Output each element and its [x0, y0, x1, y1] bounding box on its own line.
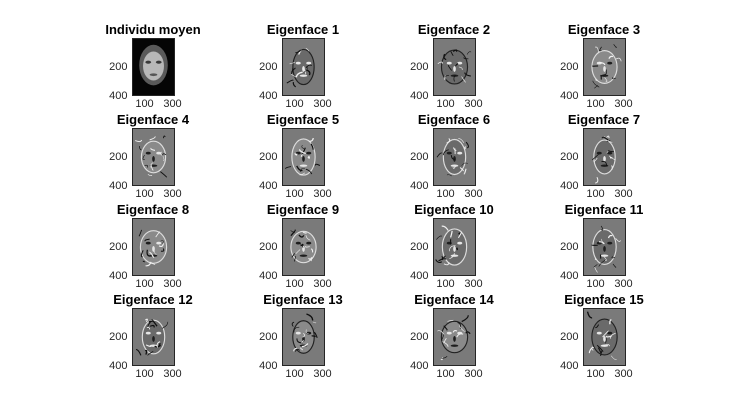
y-tick-label: 200: [410, 241, 429, 253]
panel-title: Eigenface 9: [266, 202, 340, 217]
x-tick-label: 300: [464, 368, 483, 380]
x-tick-label: 100: [285, 368, 304, 380]
panel-title: Eigenface 12: [113, 292, 193, 307]
y-tick-label: 400: [109, 270, 128, 282]
panel-title: Eigenface 6: [417, 112, 491, 127]
y-tick-label: 400: [410, 180, 429, 192]
x-tick-label: 100: [586, 368, 605, 380]
panel-title: Individu moyen: [105, 22, 201, 37]
x-tick-label: 300: [464, 188, 483, 200]
eigenface-image: [432, 38, 476, 96]
y-tick-label: 200: [560, 151, 579, 163]
x-tick-label: 100: [135, 368, 154, 380]
x-tick-label: 300: [464, 278, 483, 290]
panel-title: Eigenface 11: [564, 202, 644, 217]
panel-title: Eigenface 3: [567, 22, 641, 37]
x-tick-label: 300: [313, 188, 332, 200]
panel-title: Eigenface 4: [116, 112, 190, 127]
y-tick-label: 200: [109, 151, 128, 163]
x-tick-label: 100: [436, 368, 455, 380]
panel-title: Eigenface 10: [414, 202, 494, 217]
x-tick-label: 100: [285, 278, 304, 290]
y-tick-label: 400: [560, 180, 579, 192]
x-tick-label: 100: [285, 98, 304, 110]
eigenface-image: [131, 128, 175, 186]
eigenface-image: [432, 308, 476, 366]
mean-face-image: [131, 38, 175, 96]
y-tick-label: 400: [109, 90, 128, 102]
x-tick-label: 300: [163, 278, 182, 290]
y-tick-label: 400: [259, 180, 278, 192]
x-tick-label: 300: [163, 368, 182, 380]
y-tick-label: 400: [109, 180, 128, 192]
panel-title: Eigenface 14: [414, 292, 494, 307]
eigenface-image: [432, 218, 476, 276]
y-tick-label: 400: [410, 90, 429, 102]
y-tick-label: 400: [560, 360, 579, 372]
y-tick-label: 200: [410, 151, 429, 163]
x-tick-label: 100: [285, 188, 304, 200]
panel-title: Eigenface 1: [266, 22, 340, 37]
y-tick-label: 200: [259, 331, 278, 343]
x-tick-label: 100: [436, 188, 455, 200]
x-tick-label: 300: [163, 188, 182, 200]
x-tick-label: 300: [614, 188, 633, 200]
y-tick-label: 200: [410, 61, 429, 73]
eigenface-image: [131, 308, 175, 366]
y-tick-label: 200: [560, 331, 579, 343]
eigenface-image: [582, 218, 626, 276]
x-tick-label: 300: [614, 98, 633, 110]
x-tick-label: 100: [436, 98, 455, 110]
y-tick-label: 200: [109, 331, 128, 343]
eigenface-image: [281, 308, 325, 366]
x-tick-label: 300: [313, 278, 332, 290]
panel-title: Eigenface 15: [564, 292, 644, 307]
panel-title: Eigenface 8: [116, 202, 190, 217]
panel-title: Eigenface 7: [567, 112, 641, 127]
y-tick-label: 200: [109, 61, 128, 73]
y-tick-label: 200: [259, 61, 278, 73]
panel-title: Eigenface 5: [266, 112, 340, 127]
y-tick-label: 400: [259, 90, 278, 102]
eigenface-image: [281, 218, 325, 276]
y-tick-label: 200: [259, 151, 278, 163]
y-tick-label: 200: [410, 331, 429, 343]
y-tick-label: 200: [560, 61, 579, 73]
x-tick-label: 300: [313, 98, 332, 110]
y-tick-label: 400: [410, 270, 429, 282]
eigenface-image: [131, 218, 175, 276]
x-tick-label: 100: [586, 188, 605, 200]
eigenface-image: [582, 38, 626, 96]
eigenface-image: [582, 128, 626, 186]
eigenface-image: [281, 38, 325, 96]
y-tick-label: 400: [259, 360, 278, 372]
x-tick-label: 100: [586, 278, 605, 290]
y-tick-label: 200: [259, 241, 278, 253]
panel-title: Eigenface 2: [417, 22, 491, 37]
y-tick-label: 200: [109, 241, 128, 253]
x-tick-label: 100: [135, 98, 154, 110]
x-tick-label: 100: [135, 188, 154, 200]
eigenface-image: [582, 308, 626, 366]
x-tick-label: 300: [163, 98, 182, 110]
y-tick-label: 400: [410, 360, 429, 372]
y-tick-label: 400: [560, 270, 579, 282]
x-tick-label: 300: [614, 278, 633, 290]
x-tick-label: 100: [436, 278, 455, 290]
eigenface-image: [432, 128, 476, 186]
x-tick-label: 100: [135, 278, 154, 290]
panel-title: Eigenface 13: [263, 292, 343, 307]
x-tick-label: 300: [614, 368, 633, 380]
y-tick-label: 400: [560, 90, 579, 102]
y-tick-label: 200: [560, 241, 579, 253]
eigenface-image: [281, 128, 325, 186]
y-tick-label: 400: [259, 270, 278, 282]
x-tick-label: 300: [464, 98, 483, 110]
x-tick-label: 300: [313, 368, 332, 380]
y-tick-label: 400: [109, 360, 128, 372]
x-tick-label: 100: [586, 98, 605, 110]
